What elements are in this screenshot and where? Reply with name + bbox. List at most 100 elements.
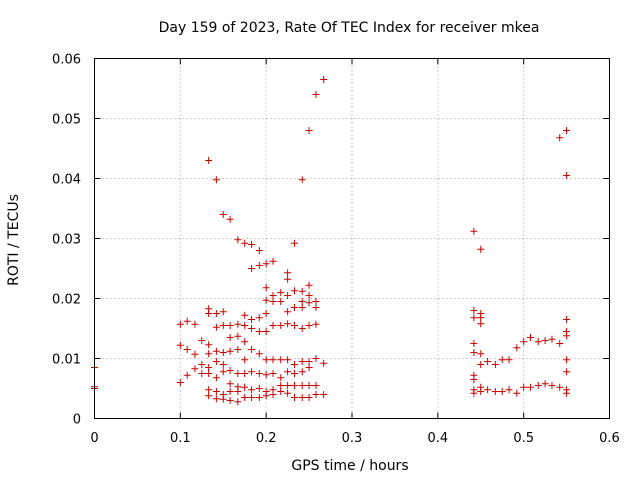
data-point (284, 308, 292, 316)
x-tick-label: 0 (90, 431, 98, 446)
data-point (248, 394, 256, 401)
data-point (305, 394, 313, 401)
data-point (241, 338, 249, 346)
x-axis-tick-labels: 0 0.1 0.2 0.3 0.4 0.5 0.6 (90, 431, 619, 446)
data-point (248, 316, 256, 323)
data-point (298, 368, 306, 376)
data-point (477, 388, 485, 395)
data-point (513, 389, 521, 397)
data-point (219, 349, 227, 356)
data-point (248, 265, 256, 272)
y-axis-label: ROTI / TECUs (6, 194, 22, 286)
data-point (205, 386, 213, 394)
data-point (241, 311, 249, 319)
data-point (262, 371, 270, 379)
data-point (241, 239, 249, 247)
data-point (556, 340, 564, 347)
data-point (219, 361, 227, 368)
data-point (298, 382, 306, 389)
data-point (255, 385, 263, 392)
data-point (491, 388, 499, 395)
data-point (198, 361, 206, 368)
data-point (312, 320, 320, 328)
data-point (563, 316, 571, 323)
data-point (477, 314, 485, 322)
data-point (290, 239, 298, 247)
data-point (219, 368, 227, 376)
data-point (219, 322, 227, 329)
data-point (527, 383, 535, 391)
data-point (269, 356, 277, 364)
data-point (290, 304, 298, 311)
x-tick-label: 0.4 (427, 431, 448, 446)
data-point (198, 370, 206, 377)
x-tick-label: 0.3 (342, 431, 363, 446)
data-points (91, 76, 571, 406)
data-point (563, 127, 571, 134)
data-point (556, 383, 564, 391)
data-point (176, 320, 184, 328)
data-point (470, 376, 478, 383)
data-point (284, 292, 292, 299)
data-point (491, 361, 499, 368)
data-point (484, 358, 492, 365)
data-point (277, 298, 285, 305)
grid (94, 58, 610, 419)
data-point (234, 388, 242, 395)
data-point (269, 298, 277, 305)
data-point (183, 371, 191, 379)
data-point (312, 355, 320, 362)
data-point (234, 346, 242, 353)
data-point (498, 356, 506, 364)
x-tick-label: 0.1 (170, 431, 191, 446)
data-point (290, 370, 298, 377)
x-tick-label: 0.5 (513, 431, 534, 446)
data-point (470, 389, 478, 397)
data-point (255, 350, 263, 358)
data-point (298, 325, 306, 332)
data-point (277, 388, 285, 395)
data-point (205, 157, 213, 164)
data-point (226, 322, 234, 329)
data-point (284, 269, 292, 277)
data-point (290, 287, 298, 295)
data-point (312, 91, 320, 98)
data-point (284, 389, 292, 397)
data-point (290, 382, 298, 389)
y-tick-label: 0 (73, 413, 81, 428)
data-point (284, 320, 292, 328)
data-point (320, 359, 328, 367)
data-point (290, 394, 298, 401)
data-point (262, 260, 270, 268)
data-point (248, 346, 256, 353)
data-point (241, 383, 249, 391)
data-point (269, 292, 277, 299)
data-point (176, 379, 184, 386)
data-point (241, 394, 249, 401)
data-point (269, 370, 277, 377)
data-point (269, 257, 277, 265)
data-point (284, 275, 292, 283)
data-point (205, 341, 213, 349)
data-point (255, 247, 263, 254)
data-point (484, 386, 492, 394)
data-point (284, 368, 292, 376)
data-point (534, 382, 542, 389)
data-point (312, 382, 320, 389)
data-point (520, 338, 528, 346)
data-point (226, 388, 234, 395)
data-point (234, 236, 242, 244)
data-point (305, 299, 313, 307)
data-point (219, 211, 227, 218)
data-point (477, 245, 485, 253)
data-point (269, 322, 277, 329)
data-point (255, 262, 263, 269)
data-point (234, 332, 242, 340)
data-point (305, 127, 313, 134)
data-point (312, 304, 320, 311)
data-point (498, 388, 506, 395)
data-point (262, 284, 270, 292)
data-point (262, 392, 270, 400)
data-point (513, 344, 521, 352)
data-point (305, 364, 313, 371)
